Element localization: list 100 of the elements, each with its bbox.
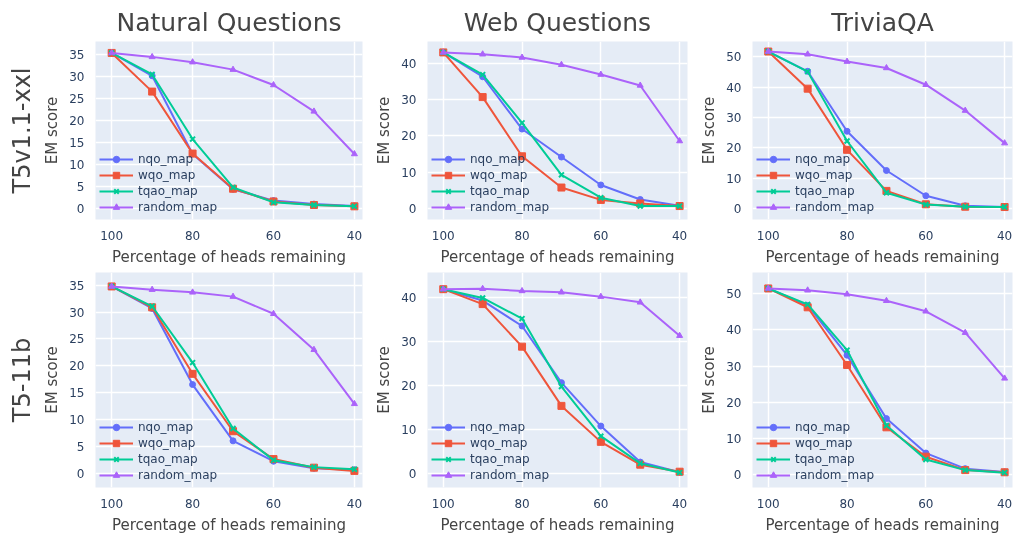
x-tick-label: 40 xyxy=(346,496,363,511)
x-tick-label: 60 xyxy=(593,496,609,511)
chart-title: TriviaQA xyxy=(830,7,934,37)
y-axis-title: EM score xyxy=(43,96,62,165)
y-tick-label: 20 xyxy=(401,379,417,394)
x-tick-label: 100 xyxy=(431,496,455,511)
legend-label: tqao_map xyxy=(470,183,530,199)
y-axis-title: EM score xyxy=(375,346,394,414)
x-axis-title: Percentage of heads remaining xyxy=(111,247,347,266)
x-tick-label: 100 xyxy=(431,228,455,243)
y-tick-label: 0 xyxy=(76,466,85,481)
x-tick-label: 80 xyxy=(184,496,201,511)
legend-label: random_map xyxy=(795,199,875,215)
legend-label: wqo_map xyxy=(138,435,196,451)
x-tick-label: 80 xyxy=(514,496,530,511)
x-tick-label: 60 xyxy=(265,228,282,243)
y-tick-label: 25 xyxy=(69,92,85,107)
x-tick-label: 40 xyxy=(671,228,688,243)
x-tick-label: 100 xyxy=(756,496,780,511)
x-tick-label: 60 xyxy=(265,496,282,511)
x-tick-label: 60 xyxy=(918,496,934,511)
x-tick-label: 60 xyxy=(918,228,934,243)
y-tick-label: 40 xyxy=(401,56,417,71)
y-axis-title: EM score xyxy=(43,346,62,414)
x-axis-title: Percentage of heads remaining xyxy=(111,515,347,534)
legend-label: tqao_map xyxy=(795,183,855,199)
x-tick-label: 100 xyxy=(100,228,124,243)
y-tick-label: 20 xyxy=(69,359,85,374)
legend-label: random_map xyxy=(795,467,875,483)
legend-label: nqo_map xyxy=(138,419,194,435)
legend-label: tqao_map xyxy=(470,451,530,467)
text: T5v1.1-xxl xyxy=(7,67,36,195)
y-tick-label: 0 xyxy=(76,202,85,217)
legend-label: random_map xyxy=(470,467,550,483)
y-tick-label: 15 xyxy=(69,136,85,151)
y-tick-label: 20 xyxy=(726,141,742,156)
y-tick-label: 10 xyxy=(69,412,85,427)
x-tick-label: 40 xyxy=(346,228,363,243)
y-axis-title: EM score xyxy=(700,346,719,414)
legend-label: wqo_map xyxy=(795,167,853,183)
y-tick-label: 40 xyxy=(401,291,417,306)
y-tick-label: 35 xyxy=(69,48,85,63)
y-tick-label: 20 xyxy=(401,129,417,144)
legend-label: wqo_map xyxy=(470,435,528,451)
x-tick-label: 80 xyxy=(839,228,855,243)
y-tick-label: 0 xyxy=(733,202,742,217)
x-tick-label: 100 xyxy=(756,228,780,243)
legend-label: random_map xyxy=(138,467,218,483)
x-tick-label: 40 xyxy=(671,496,688,511)
x-tick-label: 40 xyxy=(996,228,1013,243)
y-tick-label: 35 xyxy=(69,278,85,293)
x-axis-title: Percentage of heads remaining xyxy=(440,247,675,266)
legend-label: random_map xyxy=(470,199,550,215)
y-axis-title: EM score xyxy=(700,96,719,165)
x-tick-label: 40 xyxy=(996,496,1013,511)
y-tick-label: 10 xyxy=(401,165,417,180)
y-tick-label: 30 xyxy=(401,93,417,108)
y-tick-label: 10 xyxy=(401,423,417,438)
legend-label: nqo_map xyxy=(470,419,526,435)
y-tick-label: 30 xyxy=(726,111,742,126)
y-tick-label: 50 xyxy=(726,50,742,65)
y-axis-title: EM score xyxy=(375,96,394,165)
x-tick-label: 60 xyxy=(593,228,609,243)
y-tick-label: 15 xyxy=(69,386,85,401)
y-tick-label: 50 xyxy=(726,287,742,302)
y-tick-label: 25 xyxy=(69,332,85,347)
y-tick-label: 30 xyxy=(69,70,85,85)
legend-label: nqo_map xyxy=(795,419,851,435)
y-tick-label: 20 xyxy=(726,395,742,410)
y-tick-label: 30 xyxy=(726,359,742,374)
y-tick-label: 20 xyxy=(69,114,85,129)
legend-label: wqo_map xyxy=(470,167,528,183)
x-tick-label: 80 xyxy=(184,228,201,243)
x-tick-label: 100 xyxy=(100,496,124,511)
y-tick-label: 0 xyxy=(733,468,742,483)
legend-label: nqo_map xyxy=(138,151,194,167)
text: T5-11b xyxy=(7,337,36,424)
y-tick-label: 5 xyxy=(76,180,85,195)
y-tick-label: 40 xyxy=(726,80,742,95)
y-tick-label: 30 xyxy=(69,305,85,320)
y-tick-label: 0 xyxy=(408,202,417,217)
y-tick-label: 10 xyxy=(726,171,742,186)
chart-title: Natural Questions xyxy=(116,7,342,37)
legend-label: wqo_map xyxy=(795,435,853,451)
y-tick-label: 30 xyxy=(401,335,417,350)
y-tick-label: 5 xyxy=(76,439,85,454)
x-axis-title: Percentage of heads remaining xyxy=(765,515,1000,534)
legend-label: tqao_map xyxy=(795,451,855,467)
legend-label: tqao_map xyxy=(138,451,198,467)
chart-title: Web Questions xyxy=(463,7,652,37)
y-tick-label: 10 xyxy=(69,158,85,173)
legend-label: random_map xyxy=(138,199,218,215)
legend-label: nqo_map xyxy=(795,151,851,167)
x-tick-label: 80 xyxy=(839,496,855,511)
x-axis-title: Percentage of heads remaining xyxy=(440,515,675,534)
y-tick-label: 40 xyxy=(726,323,742,338)
legend-label: tqao_map xyxy=(138,183,198,199)
legend-label: wqo_map xyxy=(138,167,196,183)
y-tick-label: 10 xyxy=(726,432,742,447)
x-axis-title: Percentage of heads remaining xyxy=(765,247,1000,266)
